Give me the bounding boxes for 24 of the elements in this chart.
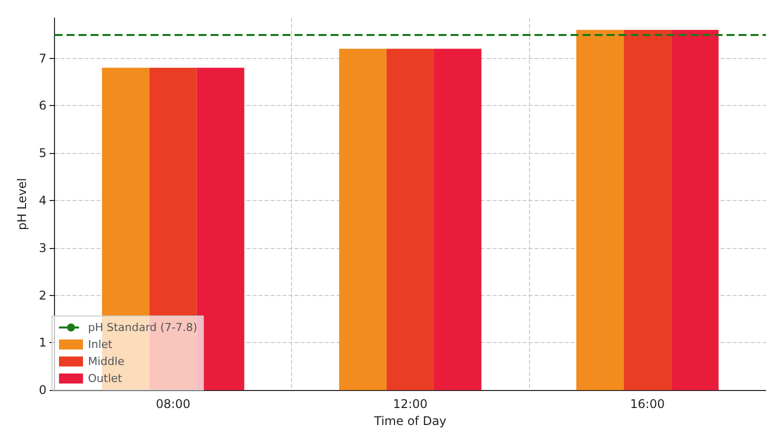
y-tick-label: 4	[38, 193, 47, 208]
y-tick-label: 7	[38, 51, 47, 66]
bar	[196, 68, 244, 390]
x-tick-label: 08:00	[156, 397, 190, 412]
bar	[576, 30, 624, 390]
x-tick-label: 12:00	[392, 397, 428, 412]
y-tick-label: 1	[38, 336, 47, 350]
bar	[624, 30, 672, 390]
legend-label: Outlet	[88, 372, 123, 385]
y-axis-title: pH Level	[15, 178, 29, 230]
legend-label: pH Standard (7-7.8)	[88, 321, 198, 334]
legend-label: Inlet	[88, 338, 114, 351]
bar	[671, 30, 719, 390]
x-tick-label: 16:00	[630, 397, 665, 412]
bar	[339, 48, 387, 390]
x-axis-title: Time of Day	[373, 414, 446, 428]
bar	[386, 48, 434, 390]
y-tick-label: 6	[38, 98, 47, 113]
y-tick-label: 5	[38, 146, 47, 160]
bar	[434, 48, 482, 390]
legend-label: Middle	[88, 355, 125, 368]
y-tick-label: 2	[38, 288, 47, 302]
y-tick-label: 0	[38, 383, 47, 398]
y-tick-label: 3	[38, 240, 47, 255]
